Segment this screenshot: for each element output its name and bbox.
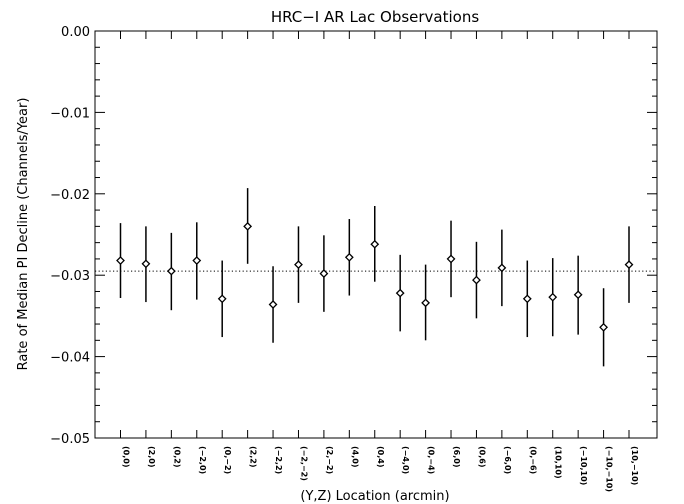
y-tick-label: −0.03 bbox=[50, 269, 90, 284]
y-tick-label: −0.04 bbox=[50, 351, 90, 366]
data-point bbox=[573, 290, 583, 300]
x-tick-label: (0,4) bbox=[376, 446, 385, 467]
x-tick-label: (6,0) bbox=[452, 446, 461, 467]
x-tick-label: (0,−6) bbox=[528, 446, 537, 474]
x-tick-label: (2,−2) bbox=[325, 446, 334, 474]
x-tick-label: (−10,10) bbox=[579, 446, 588, 485]
data-point bbox=[446, 254, 456, 264]
y-tick-label: 0.00 bbox=[61, 25, 90, 40]
data-point bbox=[344, 252, 354, 262]
x-tick-label: (10,10) bbox=[554, 446, 563, 479]
data-point bbox=[599, 322, 608, 332]
data-point bbox=[268, 300, 278, 309]
x-tick-label: (2,2) bbox=[249, 446, 258, 467]
y-tick-label: −0.05 bbox=[50, 432, 90, 447]
data-point bbox=[319, 269, 329, 278]
x-axis: (0,0) (2,0) (0,2) (−2,0) (0,−2) (2,2) (−2,2) (−… bbox=[120, 31, 639, 492]
data-point bbox=[624, 260, 634, 270]
x-axis-label: (Y,Z) Location (arcmin) bbox=[300, 489, 449, 504]
x-tick-label: (4,0) bbox=[350, 446, 359, 467]
x-tick-label: (0,−4) bbox=[427, 446, 436, 474]
x-tick-label: (−10,−10) bbox=[605, 446, 614, 492]
data-point bbox=[370, 239, 380, 249]
x-tick-label: (−4,0) bbox=[401, 446, 410, 474]
data-point bbox=[217, 294, 227, 304]
y-tick-label: −0.01 bbox=[50, 106, 90, 121]
plot-frame bbox=[94, 30, 658, 439]
y-axis-label: Rate of Median PI Decline (Channels/Year… bbox=[16, 98, 31, 371]
data-point bbox=[472, 275, 481, 285]
data-point bbox=[497, 263, 507, 273]
x-tick-label: (−2,2) bbox=[274, 446, 283, 474]
x-tick-label: (0,0) bbox=[122, 446, 131, 467]
x-tick-label: (0,−2) bbox=[223, 446, 232, 474]
data-point bbox=[294, 260, 303, 270]
data-point bbox=[522, 294, 532, 304]
data-point bbox=[243, 221, 253, 231]
data-point bbox=[141, 259, 151, 269]
y-axis: −0.05 −0.04 −0.03 −0.02 −0.01 0.00 bbox=[50, 25, 657, 447]
chart-title: HRC−I AR Lac Observations bbox=[271, 8, 480, 26]
data-point bbox=[395, 288, 405, 298]
x-tick-label: (−2,−2) bbox=[299, 446, 308, 481]
x-tick-label: (10,−10) bbox=[630, 446, 639, 485]
y-tick-label: −0.02 bbox=[50, 188, 90, 203]
x-tick-label: (−6,0) bbox=[503, 446, 512, 474]
data-point bbox=[192, 256, 202, 265]
x-tick-label: (0,6) bbox=[477, 446, 486, 467]
data-point bbox=[548, 292, 558, 302]
data-point bbox=[421, 298, 431, 308]
data-point bbox=[116, 256, 125, 265]
x-tick-label: (−2,0) bbox=[198, 446, 207, 474]
data-point bbox=[166, 266, 176, 276]
x-tick-label: (0,2) bbox=[172, 446, 181, 467]
x-tick-label: (2,0) bbox=[147, 446, 156, 467]
data-series bbox=[116, 188, 634, 367]
